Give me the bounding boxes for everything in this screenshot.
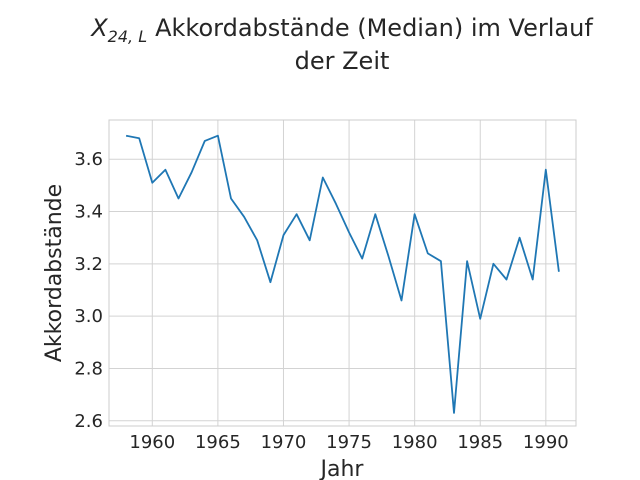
x-tick-label: 1990	[523, 432, 569, 453]
title-math-subscript: 24, L	[108, 27, 147, 46]
y-tick-label: 3.0	[74, 306, 103, 327]
x-tick-label: 1965	[195, 432, 241, 453]
y-tick-label: 3.4	[74, 202, 103, 223]
y-tick-label: 3.2	[74, 254, 103, 275]
x-axis-ticks: 1960 1965 1970 1975 1980 1985 1990	[129, 432, 568, 453]
chart-title-line1: X24, L Akkordabstände (Median) im Verlauf	[89, 14, 593, 46]
chart-title-line2: der Zeit	[295, 47, 390, 75]
data-line	[125, 134, 560, 414]
title-math-symbol: X	[89, 14, 108, 42]
plot-frame	[108, 119, 577, 427]
y-tick-label: 2.6	[74, 411, 103, 432]
grid	[109, 120, 576, 426]
y-axis-label: Akkordabstände	[42, 184, 67, 362]
x-axis-label: Jahr	[319, 457, 365, 480]
x-tick-label: 1975	[326, 432, 372, 453]
title-text: Akkordabstände (Median) im Verlauf	[155, 14, 593, 42]
x-tick-label: 1985	[457, 432, 503, 453]
x-tick-label: 1980	[392, 432, 438, 453]
x-tick-label: 1970	[261, 432, 307, 453]
y-tick-label: 3.6	[74, 149, 103, 170]
x-tick-label: 1960	[129, 432, 175, 453]
y-tick-label: 2.8	[74, 358, 103, 379]
y-axis-ticks: 2.6 2.8 3.0 3.2 3.4 3.6	[74, 149, 103, 432]
